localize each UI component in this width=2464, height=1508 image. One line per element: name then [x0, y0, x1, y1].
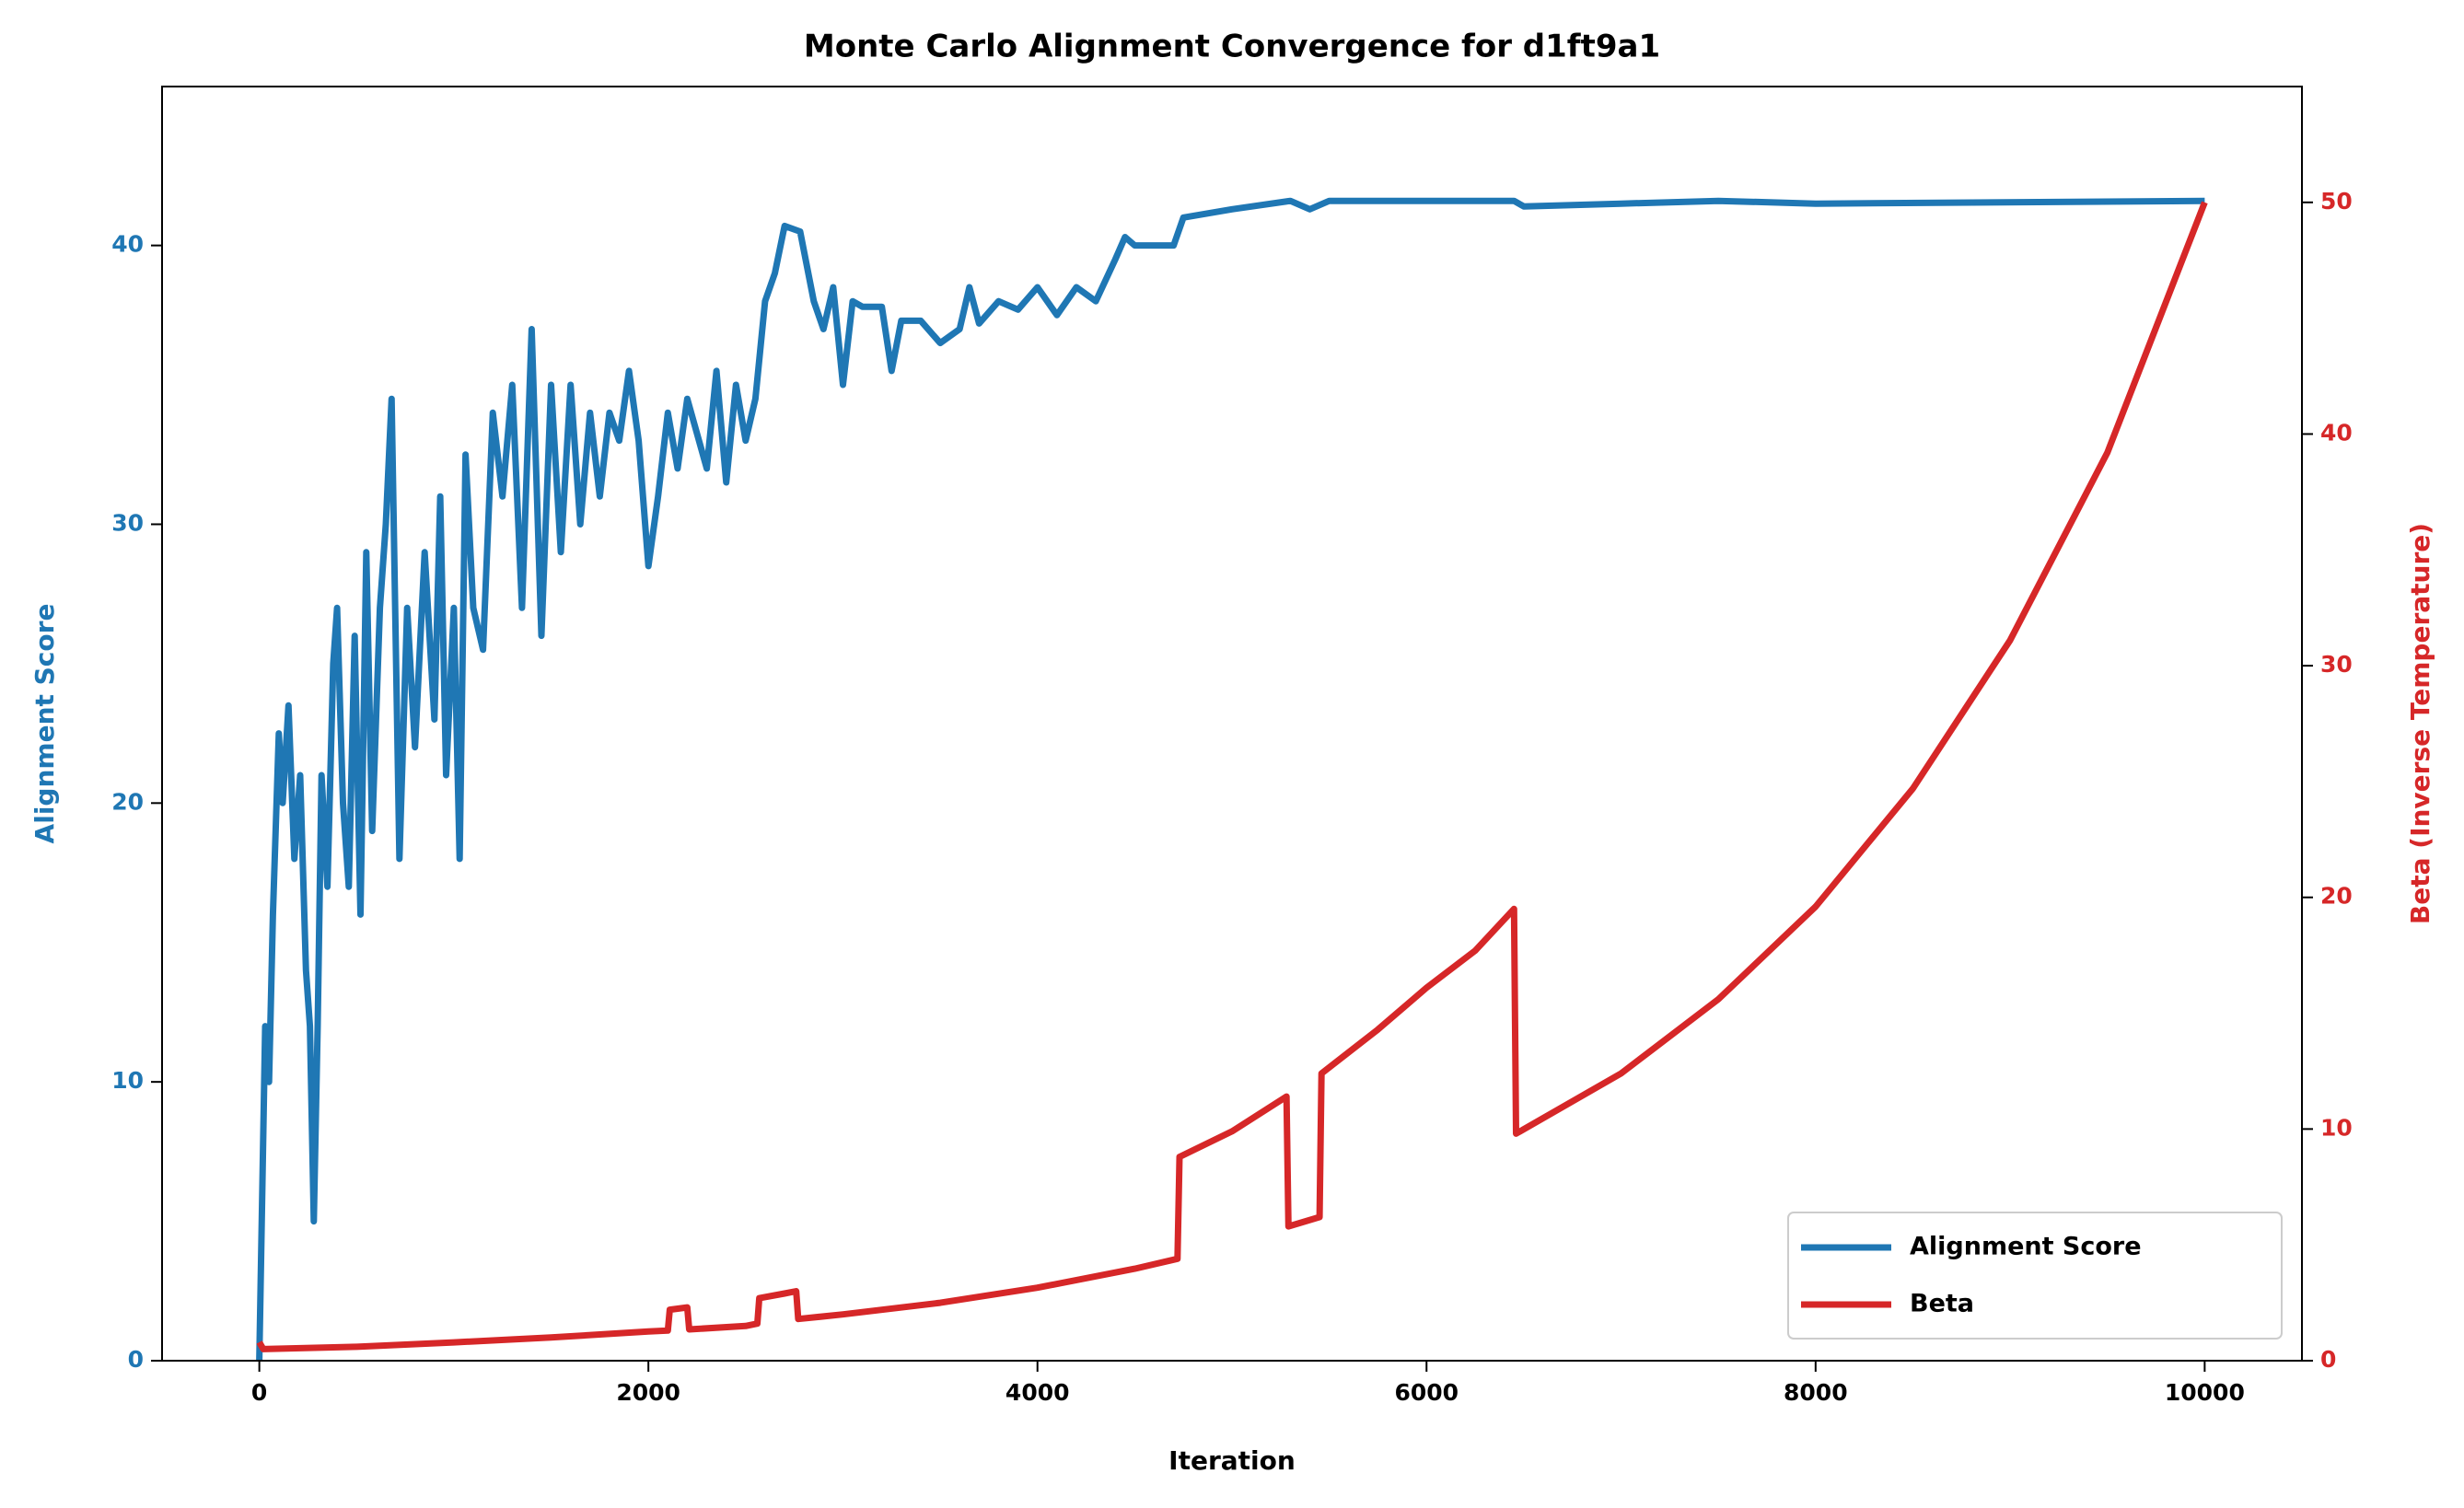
series-line	[256, 197, 2205, 1362]
x-tick-label: 10000	[2165, 1379, 2245, 1406]
y2-tick-label: 30	[2320, 651, 2353, 678]
legend-label: Beta	[1910, 1290, 1974, 1318]
y2-tick-label: 0	[2320, 1346, 2336, 1373]
y-tick-label: 10	[111, 1067, 144, 1094]
y-tick-label: 20	[111, 788, 144, 815]
series-line	[256, 201, 2208, 1352]
x-tick-label: 0	[251, 1379, 267, 1406]
y-tick-label: 30	[111, 509, 144, 536]
y2-tick-label: 10	[2320, 1114, 2353, 1141]
y2-tick-label: 20	[2320, 883, 2353, 910]
legend-box	[1787, 1212, 2283, 1340]
chart-title: Monte Carlo Alignment Convergence for d1…	[804, 29, 1660, 65]
y-axis-label: Alignment Score	[29, 604, 60, 844]
plot-frame	[161, 86, 2303, 1362]
y2-tick-label: 50	[2320, 188, 2353, 215]
x-tick-label: 4000	[1005, 1379, 1070, 1406]
x-axis-label: Iteration	[1168, 1445, 1296, 1476]
x-tick-label: 6000	[1394, 1379, 1459, 1406]
legend-label: Alignment Score	[1910, 1233, 2142, 1261]
y2-axis-label: Beta (Inverse Temperature)	[2405, 523, 2435, 924]
y-tick-label: 40	[111, 231, 144, 258]
x-tick-label: 2000	[616, 1379, 680, 1406]
y-tick-label: 0	[128, 1346, 144, 1373]
y2-tick-label: 40	[2320, 419, 2353, 446]
x-tick-label: 8000	[1784, 1379, 1848, 1406]
